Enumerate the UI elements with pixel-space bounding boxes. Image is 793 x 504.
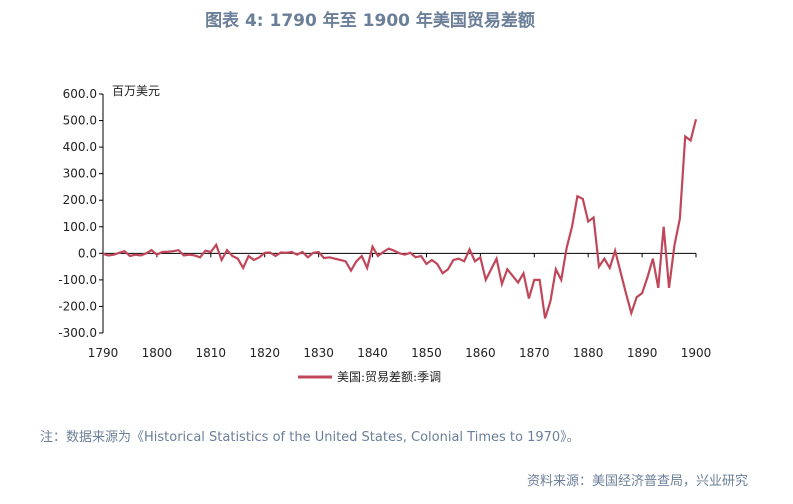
x-tick-label: 1900 bbox=[681, 346, 712, 360]
y-tick-label: 100.0 bbox=[63, 220, 97, 234]
y-tick-label: 300.0 bbox=[63, 167, 97, 181]
x-tick-label: 1800 bbox=[142, 346, 173, 360]
chart-title: 图表 4: 1790 年至 1900 年美国贸易差额 bbox=[205, 10, 535, 31]
y-tick-label: 500.0 bbox=[63, 114, 97, 128]
data-line bbox=[102, 118, 698, 319]
y-tick-label: -200.0 bbox=[58, 299, 97, 313]
y-tick-label: 0.0 bbox=[78, 246, 97, 260]
y-tick-label: -100.0 bbox=[58, 273, 97, 287]
y-axis-label: 百万美元 bbox=[112, 84, 160, 98]
y-tick-label: 600.0 bbox=[63, 87, 97, 101]
x-tick-label: 1880 bbox=[573, 346, 604, 360]
y-tick-label: 400.0 bbox=[63, 140, 97, 154]
x-tick-label: 1840 bbox=[357, 346, 388, 360]
x-tick-label: 1830 bbox=[303, 346, 334, 360]
x-tick-label: 1870 bbox=[519, 346, 550, 360]
note: 注：数据来源为《Historical Statistics of the Uni… bbox=[40, 430, 580, 445]
y-tick-label: -300.0 bbox=[58, 326, 97, 340]
x-tick-label: 1790 bbox=[88, 346, 119, 360]
x-tick-label: 1860 bbox=[465, 346, 496, 360]
source: 资料来源：美国经济普查局，兴业研究 bbox=[527, 474, 748, 489]
x-tick-label: 1810 bbox=[196, 346, 227, 360]
x-tick-label: 1890 bbox=[627, 346, 658, 360]
y-tick-label: 200.0 bbox=[63, 193, 97, 207]
legend-label: 美国:贸易差额:季调 bbox=[337, 370, 441, 384]
x-tick-label: 1850 bbox=[411, 346, 442, 360]
x-tick-label: 1820 bbox=[249, 346, 280, 360]
